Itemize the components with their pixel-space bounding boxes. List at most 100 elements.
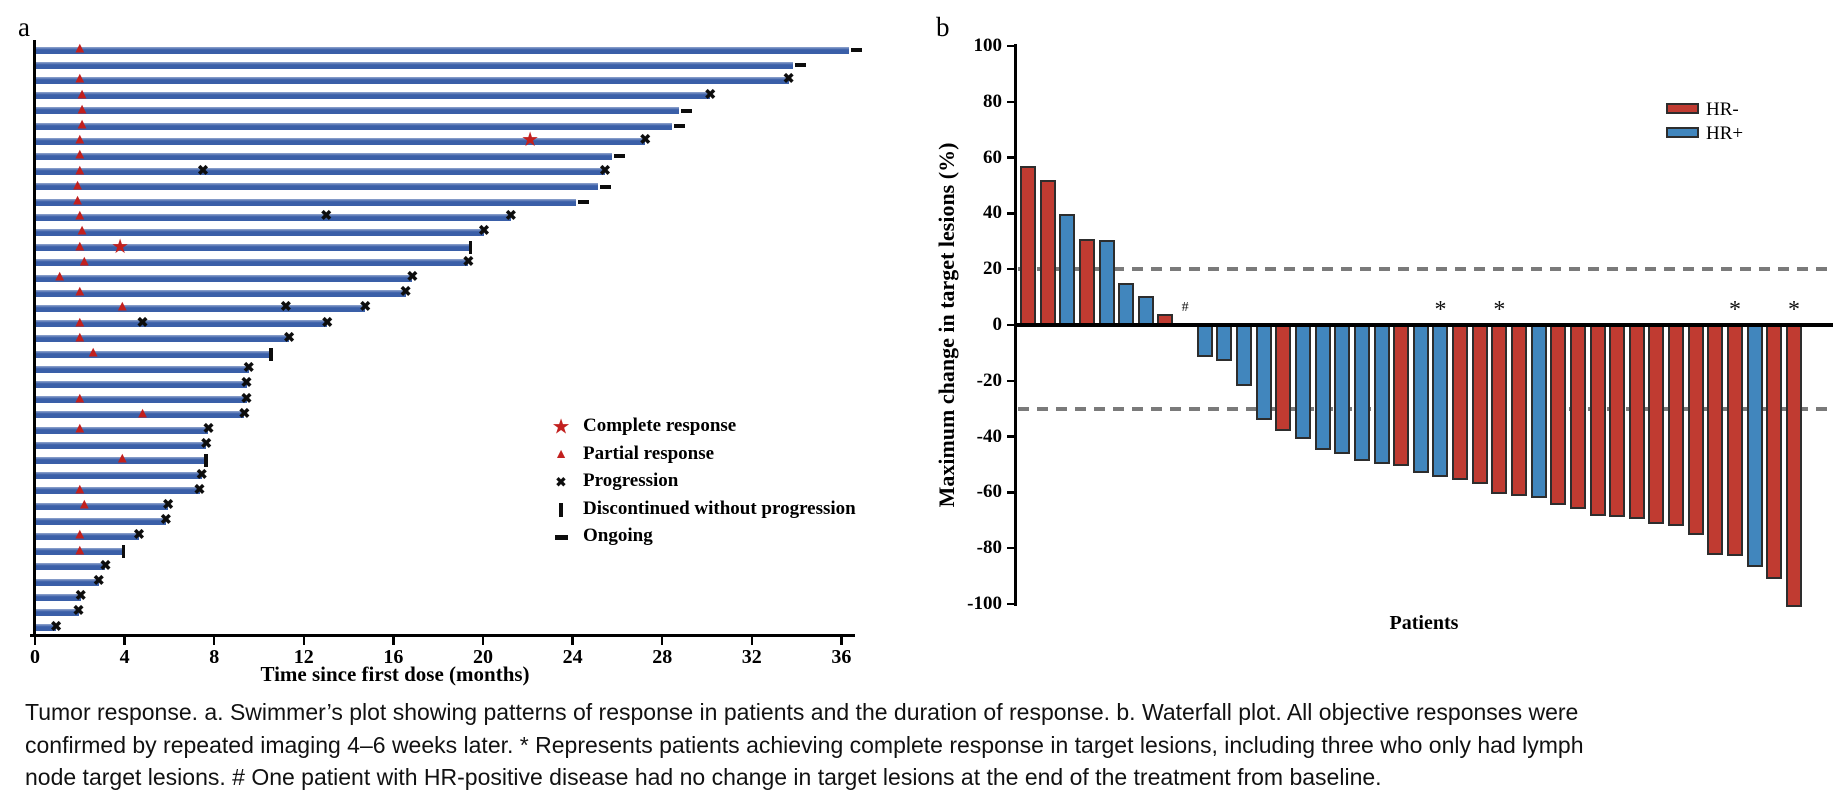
complete-response-asterisk: * [1787,297,1800,323]
ongoing-marker [600,184,612,189]
swimmer-bar [36,350,272,358]
partial-response-marker: ▲ [135,405,150,422]
progression-marker: ✖ [320,209,333,225]
swimmer-bar [36,532,140,540]
progression-marker: ✖ [478,224,490,240]
waterfall-bar [1746,322,1763,568]
progression-marker: ✖ [133,528,145,544]
swimmer-bar [36,213,511,221]
partial-response-marker: ▲ [74,101,90,118]
swimmer-x-tick-label: 28 [652,646,673,668]
progression-marker: ✖ [280,300,292,316]
progression-marker: ✖ [72,604,85,620]
waterfall-y-tick [1007,379,1014,383]
partial-response-marker: ▲ [76,253,92,270]
swimmer-bar [36,137,646,145]
discontinued-marker [121,545,126,559]
progression-marker: ✖ [136,315,149,331]
swimmer-bar [36,289,406,297]
complete-response-legend-icon: ★ [551,414,571,439]
swimmer-legend-label: Complete response [583,415,737,436]
swimmer-bar [36,61,794,69]
partial-response-marker: ▲ [72,314,88,331]
partial-response-marker: ▲ [72,70,88,87]
waterfall-bar [1294,322,1311,440]
waterfall-y-tick [1007,156,1014,159]
waterfall-bar [1452,322,1469,480]
caption-line: confirmed by repeated imaging 4–6 weeks … [25,731,1584,758]
progression-marker: ✖ [359,300,372,316]
progression-marker: ✖ [200,437,213,453]
partial-response-marker: ▲ [85,344,101,361]
partial-response-marker: ▲ [72,542,88,559]
partial-response-marker: ▲ [72,526,88,543]
ongoing-marker [613,154,625,159]
swimmer-bar [36,517,166,525]
swimmer-bar [36,152,612,160]
waterfall-bar [1098,240,1115,328]
waterfall-bar [1059,213,1076,328]
swimmer-x-tick-label: 32 [741,646,762,668]
swimmer-legend-label: Ongoing [583,525,653,546]
waterfall-bar [1491,322,1508,494]
partial-response-marker: ▲ [72,238,88,255]
waterfall-bar [1471,322,1488,484]
waterfall-bar [1609,322,1626,518]
partial-response-marker: ▲ [74,116,90,133]
swimmer-x-tick [481,637,485,645]
complete-response-asterisk: * [1434,297,1447,323]
swimmer-bar [36,578,99,586]
swimmer-bar [36,396,247,404]
progression-marker: ✖ [599,163,611,179]
waterfall-y-tick-label: -100 [967,593,1002,614]
partial-response-marker: ▲ [72,420,88,437]
waterfall-bar [1668,322,1685,526]
complete-response-marker: ★ [111,235,130,258]
caption-line: node target lesions. # One patient with … [25,764,1382,790]
partial-response-marker: ▲ [114,450,130,467]
swimmer-y-axis-line [33,40,36,637]
figure-caption: Tumor response. a. Swimmer’s plot showin… [25,696,1825,794]
ongoing-marker [577,200,589,204]
waterfall-bar [1020,166,1036,328]
waterfall-bar [1236,322,1253,387]
waterfall-y-tick-label: 80 [983,90,1002,112]
waterfall-y-tick-label: 100 [973,35,1003,56]
swimmer-legend-label: Partial response [583,442,715,464]
partial-response-marker: ▲ [72,390,88,407]
progression-marker: ✖ [639,133,652,149]
swimmer-bar [36,107,679,115]
progression-marker: ✖ [74,589,87,605]
swimmer-x-tick [33,637,37,645]
waterfall-zero-line [1016,323,1833,327]
progression-marker: ✖ [704,87,717,103]
swimmer-x-tick [392,637,395,645]
progression-marker: ✖ [197,163,209,179]
waterfall-bar [1393,322,1410,466]
partial-response-marker: ▲ [76,496,92,513]
waterfall-y-tick-label: 0 [992,314,1003,335]
swimmer-bar [36,335,290,343]
swimmer-bar [36,380,247,388]
swimmer-bar [36,304,366,312]
progression-marker: ✖ [193,482,206,498]
waterfall-y-tick-label: 60 [983,146,1002,168]
swimmer-bar [36,183,599,191]
progression-legend-icon: ✖ [555,474,567,490]
waterfall-y-tick [1007,435,1014,438]
swimmer-legend-label: Discontinued without progression [583,497,856,519]
waterfall-bar [1648,322,1665,525]
waterfall-bar [1687,322,1704,536]
partial-response-marker: ▲ [72,329,88,346]
partial-response-marker: ▲ [74,86,90,103]
waterfall-y-tick-label: -20 [976,369,1002,391]
progression-marker: ✖ [99,558,112,574]
waterfall-bar [1078,238,1095,328]
swimmer-bar [36,548,124,556]
progression-marker: ✖ [406,270,419,285]
waterfall-y-tick-label: -40 [976,425,1002,447]
waterfall-bar [1550,322,1567,505]
swimmer-bar [36,608,79,616]
